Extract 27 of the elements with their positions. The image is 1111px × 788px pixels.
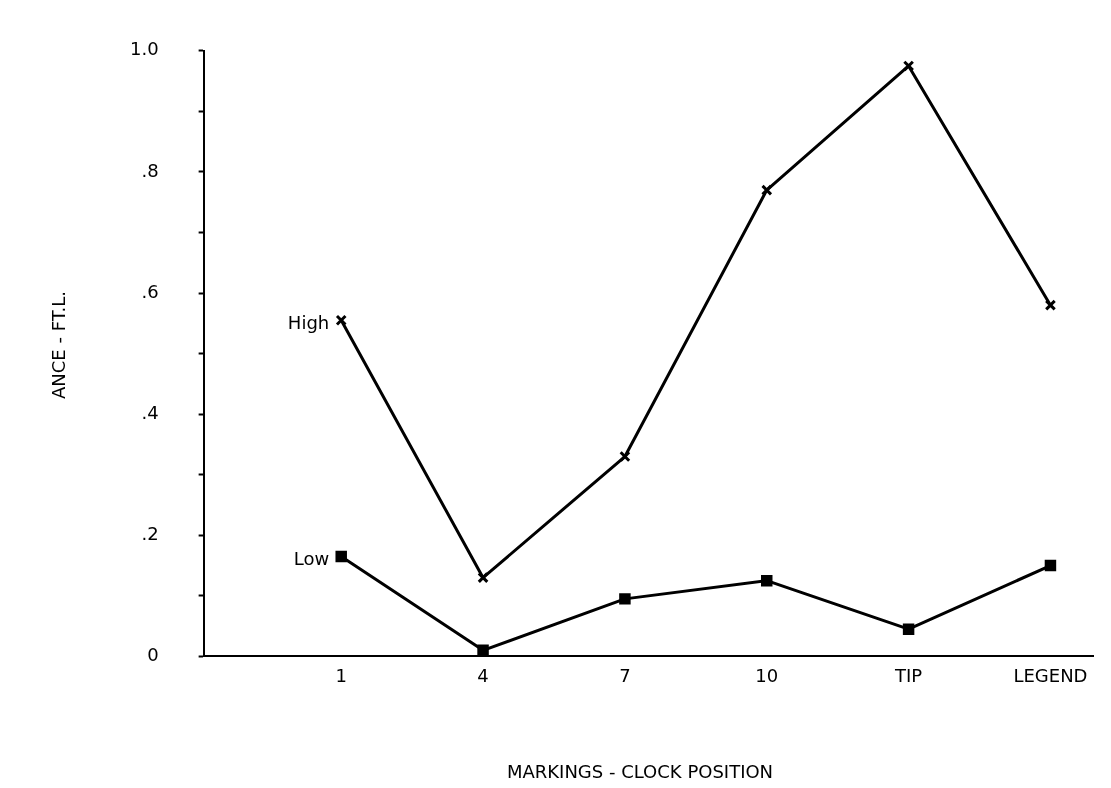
point	[619, 593, 631, 605]
y-axis-title: ANCE - FT.L.	[47, 290, 69, 400]
point	[1044, 559, 1057, 572]
x-tick-label: 1	[335, 664, 347, 686]
annotation: High	[287, 311, 330, 333]
x-tick-label: LEGEND	[1013, 664, 1088, 686]
x-tick-label: 10	[755, 664, 779, 686]
point	[335, 314, 347, 327]
point	[1044, 299, 1057, 311]
y-tick-label: .8	[141, 159, 159, 181]
y-tick-label: 0	[147, 644, 159, 666]
point	[619, 450, 631, 463]
point	[761, 184, 773, 196]
y-tick-label: .4	[141, 401, 159, 423]
x-tick-label: 7	[619, 664, 631, 686]
x-axis-title: MARKINGS - CLOCK POSITION	[506, 760, 774, 782]
point	[335, 550, 347, 563]
annotation: Low	[293, 548, 330, 570]
y-tick-label: .6	[141, 280, 159, 302]
y-tick-label: .2	[141, 522, 159, 544]
point	[902, 623, 915, 635]
x-tick-label: 4	[477, 664, 489, 686]
y-tick-label: 1.0	[129, 38, 159, 60]
x-tick-label: TIP	[894, 664, 923, 686]
point	[902, 60, 915, 72]
point	[761, 574, 773, 587]
point	[477, 571, 489, 584]
